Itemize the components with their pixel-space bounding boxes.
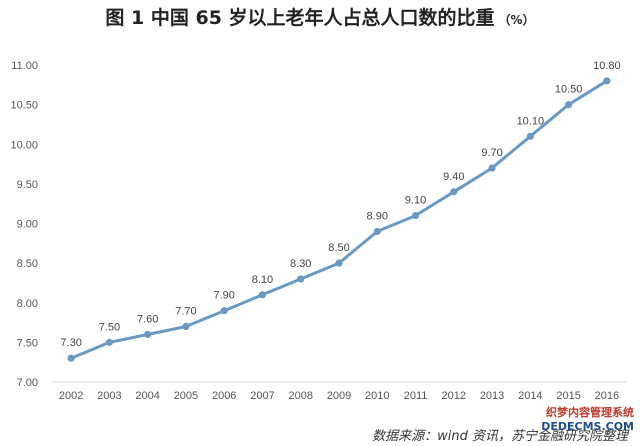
y-tick-label: 9.00 — [17, 219, 38, 231]
y-tick-label: 7.50 — [17, 337, 38, 349]
data-label: 10.80 — [593, 60, 621, 72]
data-label: 8.30 — [290, 258, 311, 270]
data-label: 7.90 — [213, 290, 234, 302]
data-point — [488, 164, 496, 172]
y-tick-label: 7.00 — [17, 377, 38, 389]
series-layer — [67, 77, 611, 362]
y-tick-label: 11.00 — [11, 60, 38, 72]
data-point — [258, 291, 267, 299]
data-point — [67, 354, 75, 362]
y-axis: 7.00 7.50 8.00 8.50 9.00 9.50 10.00 10.50 11.00 — [10, 60, 38, 389]
x-tick-label: 2009 — [327, 390, 351, 402]
chart-title-text: 图 1 中国 65 岁以上老年人占总人口数的比重 — [105, 6, 494, 29]
data-label: 7.70 — [175, 306, 196, 318]
chart-title: 图 1 中国 65 岁以上老年人占总人口数的比重 （%） — [105, 6, 534, 29]
watermark-line2: DEDECMS.COM — [541, 420, 634, 433]
data-label: 9.10 — [405, 195, 426, 207]
data-point — [526, 132, 534, 140]
data-point — [220, 307, 228, 315]
data-label: 7.30 — [60, 337, 81, 349]
x-tick-label: 2013 — [480, 390, 504, 402]
x-tick-label: 2012 — [442, 390, 466, 402]
data-point — [603, 77, 611, 85]
chart-unit: （%） — [499, 12, 535, 27]
data-point — [373, 227, 381, 236]
watermark-line1: 织梦内容管理系统 — [546, 405, 634, 419]
data-point — [335, 259, 343, 267]
data-label: 10.50 — [555, 84, 583, 96]
y-tick-label: 9.50 — [17, 179, 38, 191]
x-tick-label: 2005 — [174, 390, 198, 402]
data-point — [565, 101, 573, 109]
y-tick-label: 8.50 — [17, 258, 38, 270]
x-tick-label: 2004 — [135, 390, 159, 402]
data-point — [105, 338, 113, 346]
x-tick-label: 2010 — [365, 390, 389, 402]
y-tick-label: 10.00 — [10, 139, 38, 151]
x-tick-label: 2002 — [59, 390, 83, 402]
data-point — [297, 275, 305, 283]
data-label: 10.10 — [517, 115, 545, 127]
data-point — [450, 188, 458, 196]
x-tick-label: 2016 — [595, 390, 619, 402]
data-label: 8.10 — [252, 274, 273, 286]
x-tick-label: 2015 — [556, 390, 580, 402]
data-label: 9.70 — [481, 147, 502, 159]
data-label: 8.90 — [367, 210, 388, 222]
y-tick-label: 8.00 — [17, 298, 38, 310]
x-tick-label: 2007 — [250, 390, 274, 402]
x-tick-label: 2011 — [404, 390, 428, 402]
x-tick-label: 2003 — [97, 390, 121, 402]
x-tick-label: 2006 — [212, 390, 236, 402]
data-label: 8.50 — [328, 242, 349, 254]
data-labels: 7.30 7.50 7.60 7.70 7.90 8.10 8.30 8.50 8.90 9.10… — [60, 60, 620, 349]
x-tick-label: 2014 — [518, 390, 542, 402]
data-point — [411, 211, 420, 220]
x-tick-label: 2008 — [288, 390, 312, 402]
data-label: 7.60 — [137, 313, 158, 325]
x-axis: 2002 2003 2004 2005 2006 2007 2008 2009 2010 2011… — [52, 381, 626, 402]
data-label: 7.50 — [99, 321, 120, 333]
data-point — [144, 330, 152, 339]
data-point — [182, 322, 190, 331]
y-tick-label: 10.50 — [10, 100, 38, 112]
data-label: 9.40 — [443, 171, 464, 183]
source-note: 数据来源：wind 资讯，苏宁金融研究院整理 — [372, 428, 630, 444]
